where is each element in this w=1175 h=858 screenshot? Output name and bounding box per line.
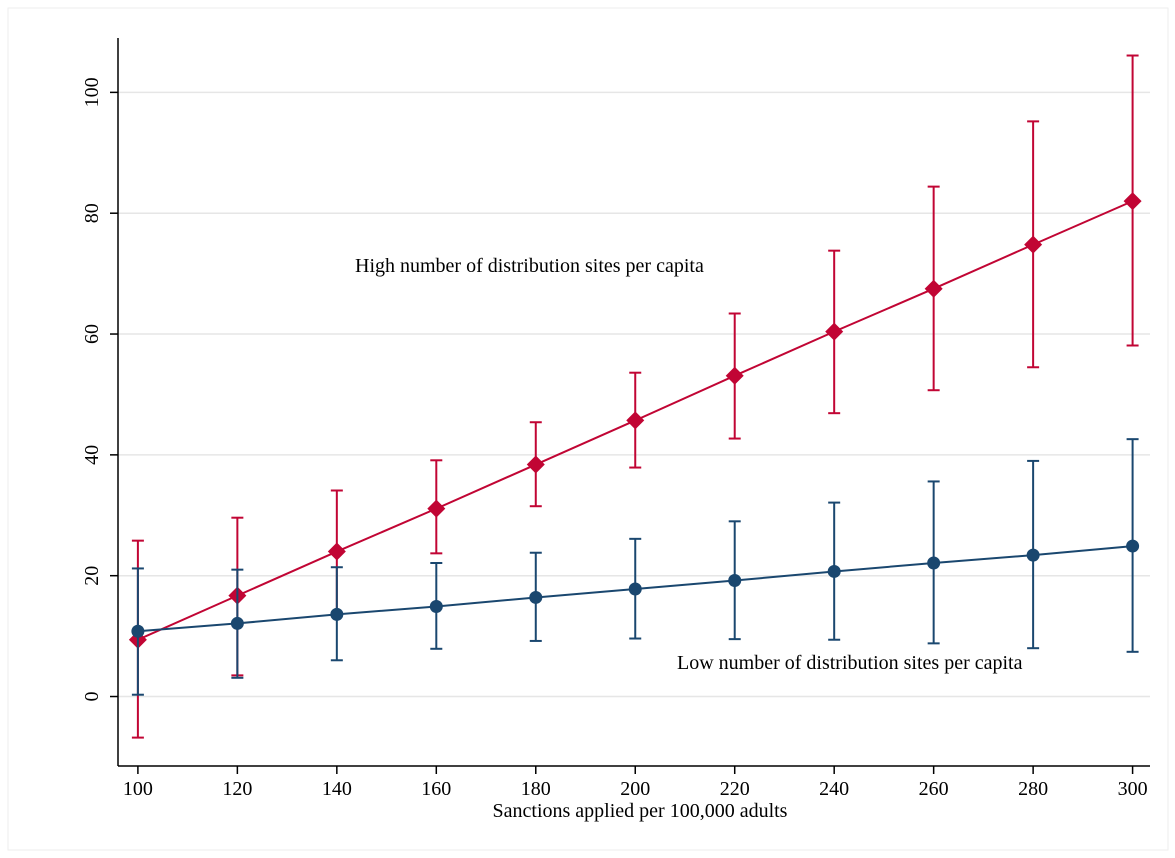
y-tick-label: 20 — [81, 566, 103, 586]
marker — [728, 574, 742, 588]
x-tick-label: 280 — [1018, 778, 1048, 800]
marker — [230, 616, 244, 630]
marker — [1126, 539, 1140, 553]
x-tick-label: 200 — [620, 778, 650, 800]
x-tick-label: 180 — [521, 778, 551, 800]
x-tick-label: 220 — [720, 778, 750, 800]
marker — [427, 499, 446, 518]
marker — [330, 607, 344, 621]
marker — [526, 455, 545, 474]
annotation: Low number of distribution sites per cap… — [677, 652, 1023, 674]
y-tick-label: 0 — [81, 692, 103, 702]
x-tick-label: 100 — [123, 778, 153, 800]
marker — [825, 322, 844, 341]
annotation: High number of distribution sites per ca… — [355, 255, 704, 277]
x-tick-label: 160 — [421, 778, 451, 800]
marker — [131, 624, 145, 638]
marker — [924, 279, 943, 298]
x-tick-label: 240 — [819, 778, 849, 800]
marker — [1026, 548, 1040, 562]
y-tick-label: 40 — [81, 445, 103, 465]
marker — [628, 582, 642, 596]
marker — [827, 564, 841, 578]
y-tick-label: 60 — [81, 324, 103, 344]
marker — [327, 542, 346, 561]
x-tick-label: 140 — [322, 778, 352, 800]
frame — [7, 7, 1169, 851]
marker — [1024, 235, 1043, 254]
x-axis-label: Sanctions applied per 100,000 adults — [493, 800, 788, 822]
marker — [1123, 192, 1142, 211]
marker — [725, 366, 744, 385]
y-tick-label: 100 — [81, 77, 103, 107]
marker — [626, 411, 645, 430]
x-tick-label: 300 — [1118, 778, 1148, 800]
marker — [927, 556, 941, 570]
x-tick-label: 120 — [222, 778, 252, 800]
marker — [529, 590, 543, 604]
x-tick-label: 260 — [919, 778, 949, 800]
y-tick-label: 80 — [81, 203, 103, 223]
marker — [429, 600, 443, 614]
